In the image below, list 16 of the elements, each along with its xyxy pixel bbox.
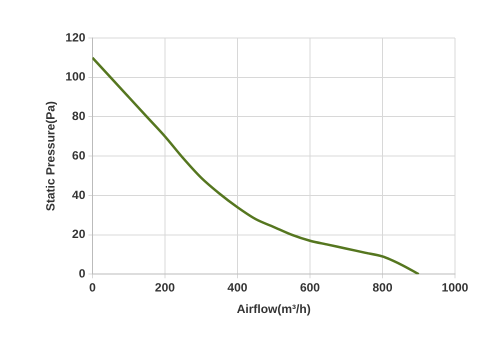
line-series — [92, 56, 420, 274]
y-tick-label: 20 — [72, 227, 86, 242]
y-tick-label: 80 — [72, 109, 86, 124]
y-axis-title: Static Pressure(Pa) — [44, 101, 58, 212]
x-tick-label: 400 — [227, 280, 248, 295]
y-tick-label: 120 — [65, 30, 86, 44]
x-tick-label: 600 — [300, 280, 320, 295]
x-axis-title: Airflow(m³/h) — [236, 302, 311, 316]
y-tick-label: 100 — [65, 70, 86, 84]
y-tick-label: 60 — [72, 148, 86, 162]
x-tick-label: 800 — [372, 280, 393, 295]
y-tick-label: 40 — [72, 188, 86, 202]
x-tick-label: 0 — [89, 280, 96, 295]
x-tick-label: 1000 — [442, 280, 469, 295]
x-tick-label: 200 — [154, 280, 176, 295]
y-tick-label: 0 — [78, 266, 86, 281]
